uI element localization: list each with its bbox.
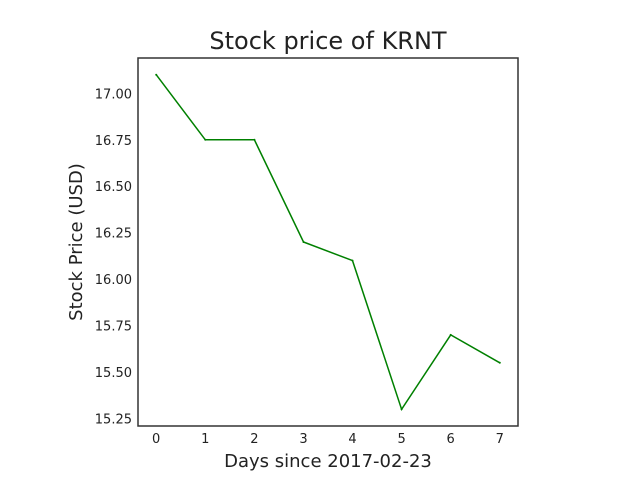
data-point bbox=[204, 138, 207, 141]
x-tick-label: 2 bbox=[250, 432, 258, 447]
data-point bbox=[253, 138, 256, 141]
y-tick-label: 16.00 bbox=[95, 273, 132, 288]
x-axis-ticks: 0 1 2 3 4 5 6 7 bbox=[152, 432, 504, 447]
data-point bbox=[351, 259, 354, 262]
data-point bbox=[449, 333, 452, 336]
series-layer bbox=[155, 73, 501, 412]
x-axis-label: Days since 2017-02-23 bbox=[224, 451, 432, 472]
data-point bbox=[302, 241, 305, 243]
chart-title: Stock price of KRNT bbox=[209, 27, 447, 55]
x-tick-label: 7 bbox=[496, 432, 504, 447]
y-tick-label: 15.50 bbox=[95, 366, 132, 381]
y-tick-label: 15.25 bbox=[95, 413, 132, 428]
plot-frame bbox=[137, 57, 519, 427]
x-tick-label: 4 bbox=[348, 432, 356, 447]
y-axis-ticks: 15.25 15.50 15.75 16.00 16.25 16.50 16.75 17.00 bbox=[95, 87, 132, 427]
y-tick-label: 17.00 bbox=[95, 87, 132, 102]
x-tick-label: 6 bbox=[447, 432, 455, 447]
y-tick-label: 16.25 bbox=[95, 227, 132, 242]
data-point bbox=[155, 73, 158, 76]
y-tick-label: 15.75 bbox=[95, 320, 132, 335]
data-point bbox=[400, 408, 403, 411]
x-tick-label: 3 bbox=[299, 432, 307, 447]
plot-area: 15.25 15.50 15.75 16.00 16.25 16.50 16.75 17.00… bbox=[95, 57, 519, 447]
data-point bbox=[498, 361, 501, 364]
y-tick-label: 16.50 bbox=[95, 180, 132, 195]
x-tick-label: 5 bbox=[397, 432, 405, 447]
x-tick-label: 1 bbox=[201, 432, 209, 447]
stock-price-line bbox=[155, 74, 501, 412]
y-axis-label: Stock Price (USD) bbox=[66, 163, 87, 321]
y-tick-label: 16.75 bbox=[95, 134, 132, 149]
x-tick-label: 0 bbox=[152, 432, 160, 447]
